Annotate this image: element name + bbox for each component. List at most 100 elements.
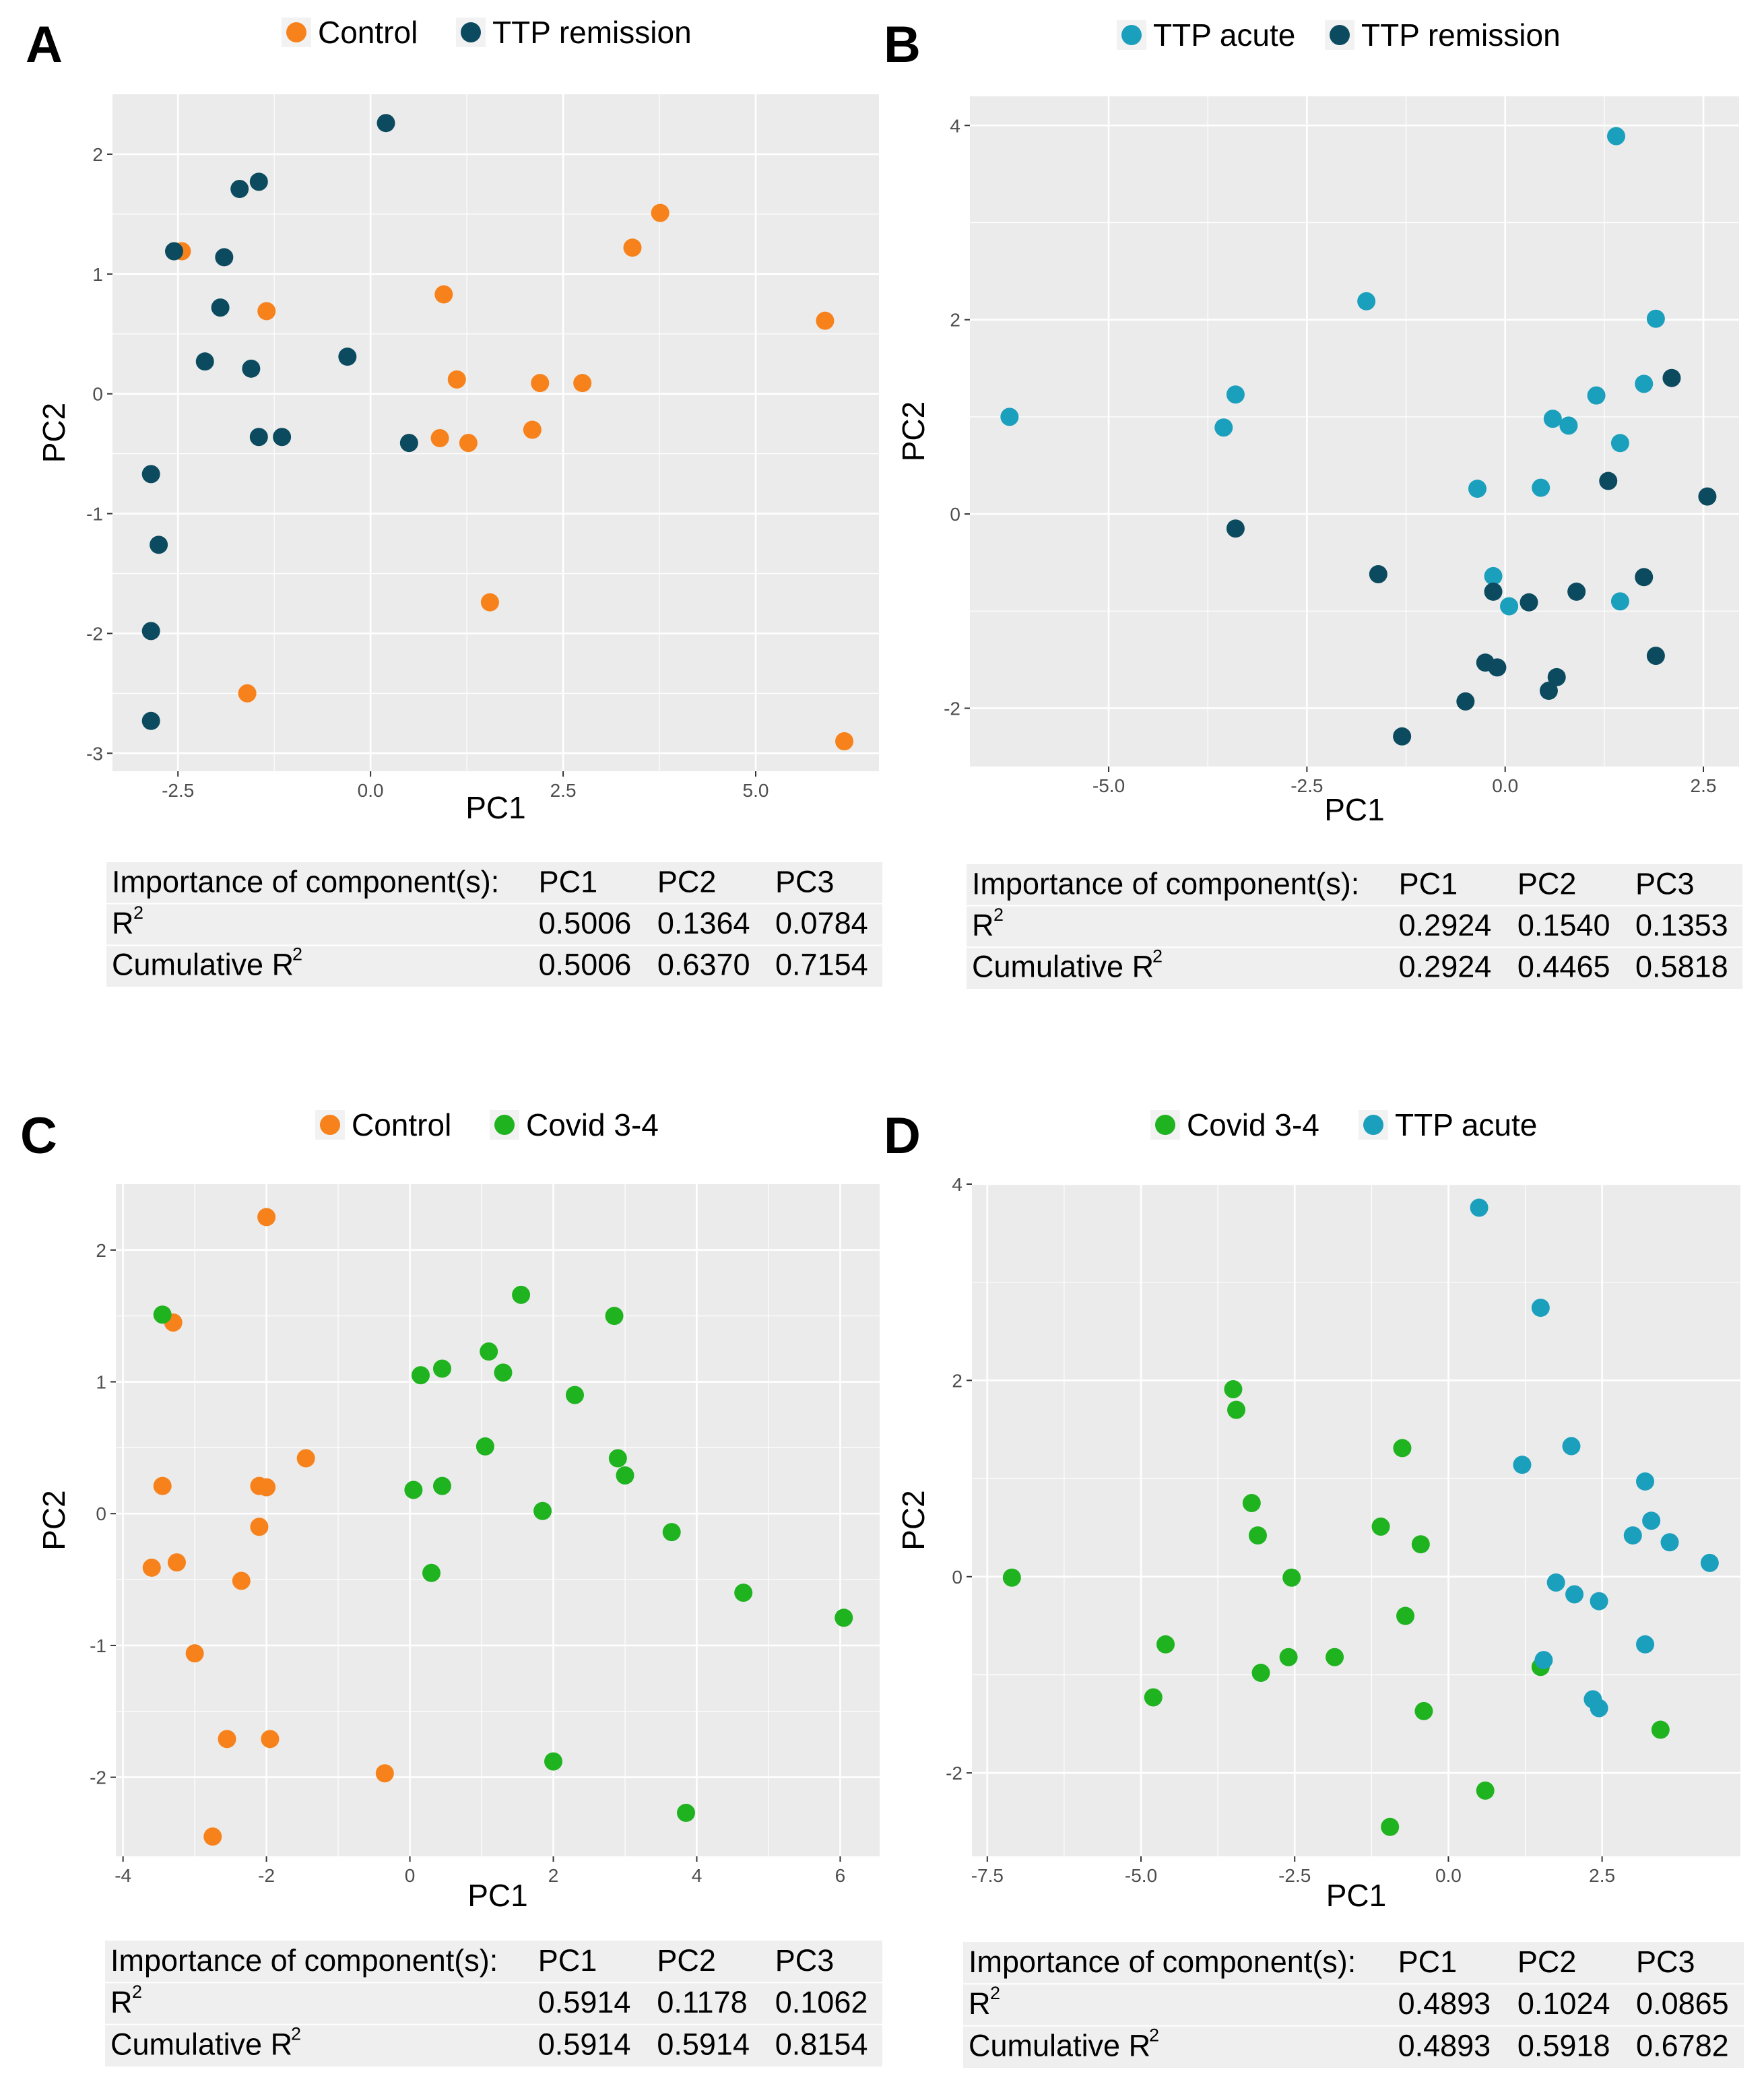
data-point xyxy=(432,1359,451,1378)
data-point xyxy=(1590,1592,1608,1610)
y-tick-label: -2 xyxy=(86,623,103,644)
y-tick-label: -2 xyxy=(946,1763,962,1784)
data-point xyxy=(1369,564,1387,583)
data-point xyxy=(164,242,183,261)
data-point xyxy=(1567,582,1586,601)
x-tick-label: 4 xyxy=(692,1865,703,1886)
data-point xyxy=(1500,597,1519,616)
data-point xyxy=(141,711,160,730)
data-point xyxy=(1456,692,1475,711)
legend: Covid 3-4 TTP acute xyxy=(1150,1107,1537,1142)
data-point xyxy=(1326,1648,1344,1666)
table-cell-cumulative: 0.5918 xyxy=(1517,2029,1610,2063)
data-point xyxy=(141,622,160,641)
data-point xyxy=(1547,667,1566,686)
data-point xyxy=(1623,1526,1642,1545)
y-tick-label: 0 xyxy=(96,1503,106,1524)
data-point xyxy=(651,203,669,222)
data-point xyxy=(480,593,499,612)
data-point xyxy=(459,434,478,453)
table-cell-cumulative: 0.5914 xyxy=(538,2027,631,2062)
superscript: 2 xyxy=(132,1982,142,2002)
data-point xyxy=(1531,1299,1550,1317)
table-background xyxy=(967,864,1742,989)
data-point xyxy=(1546,1573,1565,1592)
data-point xyxy=(565,1386,584,1404)
table-cell-r2: 0.1178 xyxy=(657,1985,747,2019)
data-point xyxy=(835,732,854,751)
superscript: 2 xyxy=(291,2024,301,2044)
table-row-label-cumulative: Cumulative R xyxy=(969,2029,1150,2063)
data-point xyxy=(447,370,466,389)
y-tick-label: 2 xyxy=(92,144,103,165)
legend-key-control xyxy=(286,22,306,42)
data-point xyxy=(677,1803,696,1822)
x-tick-label: -2 xyxy=(258,1865,275,1886)
data-point xyxy=(1357,292,1376,311)
panel-letter-b: B xyxy=(884,16,921,73)
legend-label: Covid 3-4 xyxy=(1187,1107,1319,1142)
table-cell-r2: 0.5914 xyxy=(538,1985,631,2019)
legend-key-covid xyxy=(1155,1115,1175,1135)
legend: TTP acute TTP remission xyxy=(1117,18,1561,53)
data-point xyxy=(168,1553,187,1572)
plot-background xyxy=(116,1184,880,1856)
y-tick-label: -2 xyxy=(944,698,960,719)
data-point xyxy=(1543,410,1562,428)
legend-label: TTP remission xyxy=(492,15,692,50)
data-point xyxy=(434,285,453,304)
table-row-label-r2: R xyxy=(112,906,134,940)
data-point xyxy=(1599,471,1618,490)
data-point xyxy=(150,535,168,554)
x-tick-label: -2.5 xyxy=(162,780,194,801)
data-point xyxy=(573,374,592,393)
data-point xyxy=(608,1449,627,1468)
legend-key-ttp_remission xyxy=(461,22,481,42)
table-cell-r2: 0.0865 xyxy=(1636,1986,1729,2021)
table-column-header: PC1 xyxy=(1398,1945,1458,1979)
y-tick-label: 0 xyxy=(950,504,960,525)
data-point xyxy=(512,1285,531,1304)
series-covid xyxy=(1002,1379,1670,1836)
data-point xyxy=(249,172,268,191)
table-column-header: PC2 xyxy=(1517,866,1577,901)
data-point xyxy=(1610,592,1629,611)
table-column-header: PC2 xyxy=(657,1943,716,1978)
data-point xyxy=(1559,416,1578,435)
y-tick-label: 1 xyxy=(92,264,103,285)
data-point xyxy=(1279,1648,1298,1666)
legend-label: TTP remission xyxy=(1361,18,1561,53)
data-point xyxy=(1468,480,1487,498)
data-point xyxy=(1484,566,1503,585)
y-tick-label: 0 xyxy=(92,384,103,405)
data-point xyxy=(232,1571,251,1590)
y-tick-label: -3 xyxy=(86,743,103,764)
x-tick-label: -7.5 xyxy=(971,1865,1004,1886)
data-point xyxy=(1248,1526,1267,1545)
panel-d: D Covid 3-4 TTP acute -7.5 -5.0 -2.5 0.0 2.5 -2 0… xyxy=(884,1107,1744,2068)
x-axis-title: PC1 xyxy=(1324,792,1384,827)
legend-key-ttp_remission xyxy=(1330,25,1350,45)
table-header-label: Importance of component(s): xyxy=(969,1945,1356,1979)
data-point xyxy=(1635,568,1654,587)
gridlines xyxy=(970,96,1739,767)
data-point xyxy=(195,352,214,371)
data-point xyxy=(1227,1400,1246,1419)
data-point xyxy=(1242,1494,1261,1513)
table-header-label: Importance of component(s): xyxy=(110,1943,498,1978)
table-cell-r2: 0.1062 xyxy=(775,1985,868,2019)
data-point xyxy=(211,298,230,317)
data-point xyxy=(1470,1198,1489,1217)
panel-letter-a: A xyxy=(26,16,63,73)
table-row-label-cumulative: Cumulative R xyxy=(110,2027,292,2062)
data-point xyxy=(153,1476,172,1495)
superscript: 2 xyxy=(993,905,1004,925)
x-tick-label: 0 xyxy=(405,1865,416,1886)
series-control xyxy=(172,203,854,751)
series-control xyxy=(142,1208,394,1846)
x-tick-label: 0.0 xyxy=(1492,775,1518,796)
series-covid xyxy=(153,1285,853,1822)
data-point xyxy=(1646,309,1665,328)
